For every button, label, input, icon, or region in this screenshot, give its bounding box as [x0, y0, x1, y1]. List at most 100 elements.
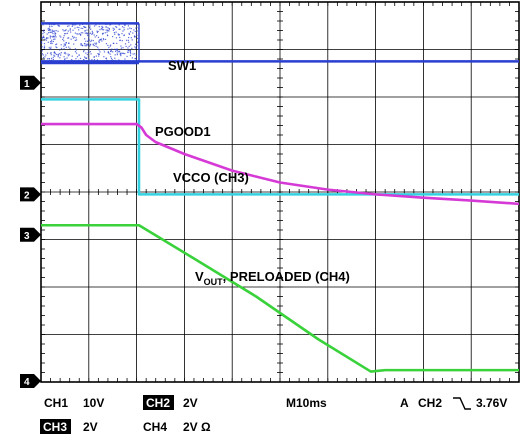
- sw1-noise-dot: [85, 26, 87, 29]
- sw1-noise-dot: [59, 53, 61, 55]
- sw1-noise-dot: [95, 24, 97, 26]
- sw1-noise-dot: [123, 29, 125, 31]
- sw1-noise-dot: [121, 32, 123, 35]
- sw1-noise-dot: [76, 33, 78, 35]
- trace-line-pgood: [41, 98, 519, 196]
- sw1-noise-dot: [80, 44, 82, 46]
- sw1-noise-dot: [133, 29, 135, 31]
- sw1-noise-dot: [60, 44, 62, 46]
- sw1-noise-dot: [110, 56, 112, 58]
- sw1-noise-dot: [107, 35, 109, 37]
- sw1-noise-dot: [55, 43, 58, 45]
- channel-marker-arrow: [20, 374, 41, 388]
- sw1-noise-dot: [88, 39, 91, 41]
- sw1-noise-dot: [116, 42, 118, 45]
- sw1-noise-dot: [93, 34, 95, 36]
- sw1-noise-dot: [118, 50, 121, 52]
- sw1-noise-dot: [73, 36, 75, 38]
- sw1-noise-dot: [52, 36, 54, 38]
- sw1-noise-dot: [42, 36, 45, 38]
- sw1-noise-dot: [135, 58, 138, 60]
- sw1-noise-dot: [128, 33, 131, 36]
- sw1-noise-dot: [126, 55, 128, 58]
- sw1-noise-dot: [89, 43, 92, 45]
- sw1-noise-dot: [103, 49, 105, 51]
- sw1-noise-dot: [109, 53, 111, 55]
- sw1-noise-dot: [134, 30, 136, 33]
- sw1-noise-dot: [42, 24, 44, 26]
- sw1-noise-dot: [75, 49, 77, 51]
- sw1-noise-dot: [135, 43, 137, 45]
- channel-marker-label: 4: [24, 377, 30, 388]
- sw1-noise-dot: [46, 37, 48, 40]
- ch4-scale: 2V Ω: [183, 420, 211, 434]
- sw1-noise-dot: [76, 56, 79, 58]
- sw1-noise-dot: [68, 37, 70, 39]
- sw1-noise-dot: [52, 32, 54, 35]
- sw1-noise-dot: [58, 25, 61, 27]
- ch1-scale: 10V: [83, 396, 104, 410]
- sw1-noise-dot: [87, 39, 90, 41]
- sw1-noise-dot: [123, 34, 125, 36]
- sw1-noise-dot: [65, 53, 67, 55]
- sw1-noise-dot: [64, 51, 66, 54]
- sw1-noise-dot: [53, 52, 55, 54]
- sw1-noise-dot: [43, 42, 46, 45]
- sw1-noise-dot: [64, 43, 66, 46]
- sw1-noise-dot: [59, 49, 61, 51]
- sw1-noise-dot: [113, 42, 115, 44]
- sw1-noise-dot: [42, 36, 44, 38]
- sw1-noise-dot: [45, 37, 48, 39]
- sw1-noise-dot: [54, 32, 56, 34]
- sw1-noise-dot: [118, 28, 120, 30]
- sw1-noise-dot: [69, 31, 72, 33]
- sw1-noise-dot: [87, 43, 89, 45]
- sw1-noise-dot: [97, 36, 100, 38]
- sw1-noise-dot: [46, 52, 49, 54]
- sw1-noise-dot: [59, 57, 61, 59]
- sw1-noise-dot: [54, 53, 56, 55]
- sw1-noise-dot: [108, 46, 110, 49]
- sw1-noise-dot: [136, 45, 138, 47]
- sw1-noise-dot: [46, 58, 49, 60]
- sw1-noise-dot: [80, 34, 82, 36]
- sw1-noise-dot: [47, 28, 49, 30]
- sw1-noise-dot: [93, 44, 95, 47]
- sw1-noise-dot: [49, 48, 51, 50]
- sw1-noise-dot: [88, 51, 90, 53]
- sw1-noise-dot: [130, 37, 132, 39]
- sw1-noise-dot: [93, 59, 96, 61]
- channel-marker-arrow: [20, 227, 41, 242]
- sw1-noise-dot: [47, 37, 49, 39]
- sw1-noise-dot: [127, 49, 129, 51]
- sw1-noise-dot: [132, 53, 134, 55]
- sw1-noise-dot: [71, 55, 73, 57]
- sw1-noise-dot: [87, 34, 89, 37]
- sw1-noise-dot: [49, 31, 51, 33]
- sw1-noise-dot: [108, 27, 110, 30]
- sw1-noise-dot: [93, 56, 95, 58]
- sw1-noise-dot: [86, 57, 88, 59]
- sw1-noise-dot: [124, 24, 126, 26]
- sw1-noise-dot: [96, 59, 99, 61]
- sw1-noise-dot: [75, 37, 77, 39]
- sw1-noise-dot: [90, 39, 93, 41]
- sw1-noise-dot: [90, 53, 92, 55]
- sw1-noise-dot: [98, 40, 100, 42]
- sw1-noise-dot: [75, 58, 77, 60]
- sw1-noise-dot: [98, 26, 100, 28]
- sw1-noise-dot: [121, 26, 124, 28]
- sw1-noise-dot: [78, 26, 80, 29]
- sw1-noise-dot: [51, 42, 53, 45]
- sw1-noise-dot: [134, 53, 136, 55]
- sw1-noise-dot: [44, 38, 46, 40]
- sw1-noise-dot: [52, 30, 54, 33]
- sw1-noise-dot: [50, 46, 52, 48]
- sw1-noise-dot: [63, 52, 66, 54]
- sw1-noise-dot: [63, 45, 65, 47]
- sw1-noise-dot: [99, 29, 101, 31]
- trace-pgood: [41, 98, 519, 196]
- sw1-noise-dot: [63, 40, 65, 42]
- sw1-noise-dot: [108, 30, 110, 32]
